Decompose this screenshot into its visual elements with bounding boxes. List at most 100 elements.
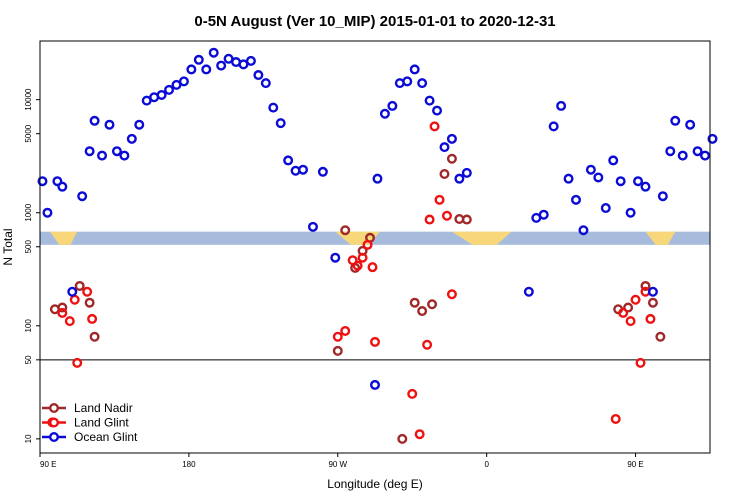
point-2-13 <box>134 119 145 130</box>
point-1-9 <box>347 255 358 266</box>
point-1-20 <box>434 194 445 205</box>
y-tick-label-0: 10 <box>24 434 33 443</box>
point-1-11 <box>357 252 368 263</box>
point-0-1 <box>57 302 68 313</box>
point-1-6 <box>87 313 98 324</box>
point-2-42 <box>387 100 398 111</box>
point-2-6 <box>84 146 95 157</box>
point-1-7 <box>332 331 343 342</box>
point-2-64 <box>608 155 619 166</box>
point-2-41 <box>379 108 390 119</box>
legend-label-0: Land Nadir <box>74 401 133 415</box>
legend-item-0: Land Nadir <box>42 401 133 415</box>
legend-marker-0 <box>49 403 60 414</box>
point-2-20 <box>186 64 197 75</box>
point-0-4 <box>89 331 100 342</box>
point-0-5 <box>332 345 343 356</box>
point-2-56 <box>548 121 559 132</box>
band-land-2 <box>451 231 512 245</box>
point-2-39 <box>370 379 381 390</box>
series-2 <box>37 47 718 390</box>
point-1-29 <box>645 313 656 324</box>
point-1-8 <box>340 325 351 336</box>
point-2-71 <box>665 146 676 157</box>
point-2-66 <box>625 207 636 218</box>
point-1-17 <box>422 339 433 350</box>
point-2-46 <box>417 78 428 89</box>
point-2-57 <box>556 100 567 111</box>
point-0-22 <box>655 331 666 342</box>
point-2-21 <box>193 54 204 65</box>
y-tick-label-4: 1000 <box>24 203 33 221</box>
legend-item-2: Ocean Glint <box>42 430 138 444</box>
point-2-65 <box>615 176 626 187</box>
point-0-6 <box>340 225 351 236</box>
point-2-58 <box>563 173 574 184</box>
point-2-68 <box>640 181 651 192</box>
point-2-60 <box>578 225 589 236</box>
point-2-37 <box>317 166 328 177</box>
point-2-59 <box>571 194 582 205</box>
x-tick-label-0: 90 E <box>40 460 56 469</box>
point-1-15 <box>407 388 418 399</box>
point-0-12 <box>417 306 428 317</box>
point-2-18 <box>171 79 182 90</box>
point-1-22 <box>446 289 457 300</box>
point-2-5 <box>77 191 88 202</box>
point-0-19 <box>623 302 634 313</box>
plot-frame <box>39 40 711 454</box>
point-1-16 <box>414 429 425 440</box>
point-2-53 <box>523 286 534 297</box>
points-layer <box>37 47 718 444</box>
legend-label-2: Ocean Glint <box>74 430 138 444</box>
legend-label-1: Land Glint <box>74 416 129 430</box>
point-1-18 <box>424 214 435 225</box>
point-2-36 <box>307 221 318 232</box>
y-tick-label-3: 500 <box>24 240 33 254</box>
y-tick-label-5: 5000 <box>24 124 33 142</box>
point-2-67 <box>633 176 644 187</box>
point-2-30 <box>260 78 271 89</box>
band-land-0 <box>49 231 78 245</box>
point-2-63 <box>600 203 611 214</box>
point-0-14 <box>439 168 450 179</box>
band-land-3 <box>645 231 676 245</box>
point-2-4 <box>67 286 78 297</box>
point-2-47 <box>424 95 435 106</box>
x-axis-label: Longitude (deg E) <box>327 477 422 491</box>
point-0-3 <box>84 297 95 308</box>
point-1-4 <box>72 357 83 368</box>
point-0-15 <box>446 153 457 164</box>
point-2-62 <box>593 172 604 183</box>
x-tick-label-3: 0 <box>484 460 489 469</box>
point-2-73 <box>677 150 688 161</box>
point-2-45 <box>409 64 420 75</box>
point-1-5 <box>82 286 93 297</box>
chart-title: 0-5N August (Ver 10_MIP) 2015-01-01 to 2… <box>194 13 555 30</box>
legend-marker-2 <box>49 432 60 443</box>
point-1-26 <box>630 294 641 305</box>
point-2-27 <box>238 59 249 70</box>
point-1-21 <box>441 210 452 221</box>
point-0-21 <box>647 297 658 308</box>
point-2-8 <box>97 150 108 161</box>
legend-item-1: Land Glint <box>42 416 129 430</box>
point-0-11 <box>409 297 420 308</box>
point-1-19 <box>429 121 440 132</box>
point-2-50 <box>446 133 457 144</box>
point-1-14 <box>370 336 381 347</box>
point-2-11 <box>119 150 130 161</box>
point-1-12 <box>362 239 373 250</box>
point-1-23 <box>610 413 621 424</box>
point-2-74 <box>685 119 696 130</box>
point-2-44 <box>402 76 413 87</box>
point-2-17 <box>164 84 175 95</box>
point-2-22 <box>201 64 212 75</box>
point-0-13 <box>427 299 438 310</box>
point-0-10 <box>397 433 408 444</box>
point-2-10 <box>111 146 122 157</box>
point-0-2 <box>74 280 85 291</box>
